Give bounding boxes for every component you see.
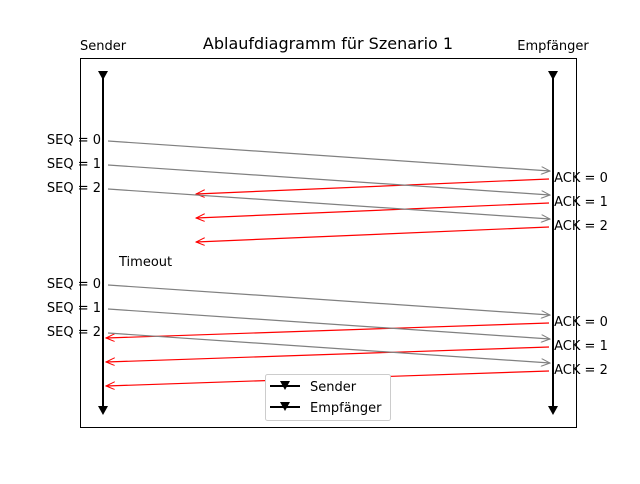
seq-arrow [107, 284, 550, 315]
ack-arrow [196, 178, 550, 194]
legend-entry-receiver: Empfänger [270, 401, 382, 416]
sender-lifeline-start-marker [98, 71, 108, 80]
seq-label: SEQ = 2 [47, 325, 101, 340]
sender-lifeline [98, 71, 108, 415]
ack-arrow [196, 226, 550, 242]
receiver-lifeline [548, 71, 558, 415]
ack-label: ACK = 0 [554, 315, 608, 330]
legend: Sender Empfänger [265, 374, 391, 421]
legend-entry-sender: Sender [270, 380, 357, 395]
sender-lifeline-end-marker [98, 406, 108, 415]
ack-label: ACK = 0 [554, 171, 608, 186]
seq-arrow [107, 332, 550, 363]
receiver-header: Empfänger [517, 39, 589, 54]
seq-label: SEQ = 0 [47, 277, 101, 292]
seq-label: SEQ = 1 [47, 301, 101, 316]
ack-arrow [106, 346, 550, 362]
seq-arrow [107, 308, 550, 339]
legend-sender-label: Sender [310, 380, 357, 395]
seq-label: SEQ = 1 [47, 157, 101, 172]
legend-receiver-label: Empfänger [310, 401, 382, 416]
seq-arrow [107, 164, 550, 195]
plot-frame [80, 58, 577, 428]
receiver-lifeline-start-marker [548, 71, 558, 80]
ack-arrow [196, 202, 550, 218]
sender-header: Sender [80, 39, 127, 54]
ack-label: ACK = 2 [554, 219, 608, 234]
legend-sender-marker [280, 381, 290, 390]
legend-receiver-marker [280, 402, 290, 411]
ack-label: ACK = 1 [554, 339, 608, 354]
seq-label: SEQ = 0 [47, 133, 101, 148]
timeout-label: Timeout [118, 255, 172, 270]
seq-arrow [107, 140, 550, 171]
message-arrows: SEQ = 0 ACK = 0 SEQ = 1 ACK = 1 SEQ = 2 ACK =… [47, 133, 608, 386]
receiver-lifeline-end-marker [548, 406, 558, 415]
seq-label: SEQ = 2 [47, 181, 101, 196]
seq-arrow [107, 188, 550, 219]
ack-label: ACK = 1 [554, 195, 608, 210]
diagram-title: Ablaufdiagramm für Szenario 1 [203, 34, 453, 53]
ack-label: ACK = 2 [554, 363, 608, 378]
ack-arrow [106, 322, 550, 338]
